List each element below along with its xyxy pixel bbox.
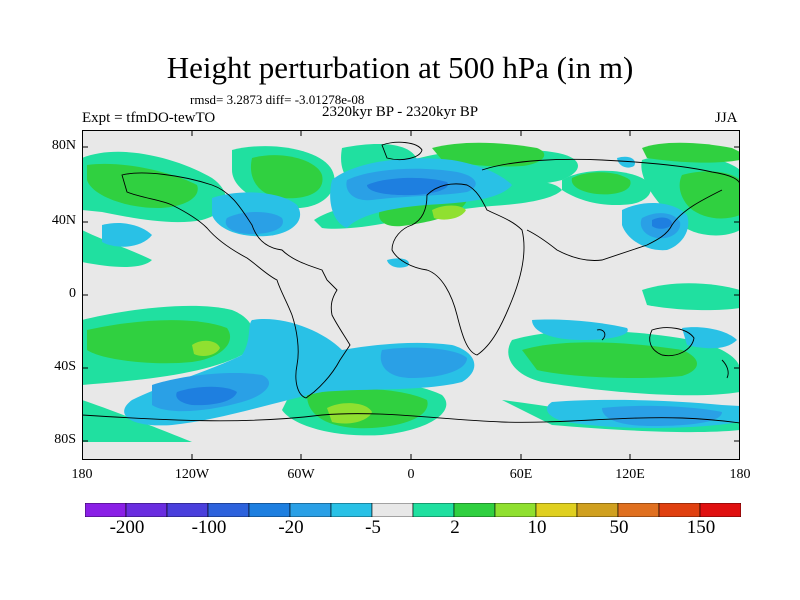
colorbar-swatch [535,503,578,517]
lon-label-0: 0 [407,467,415,482]
colorbar-label: 2 [450,517,460,538]
lon-label-120w: 120W [174,467,210,482]
colorbar-label: 10 [527,517,547,538]
colorbar-swatch [576,503,619,517]
colorbar-label: -20 [278,517,304,538]
lat-label-80s: 80S [54,432,76,447]
lon-label-60e: 60E [509,467,533,482]
lon-label-180e: 180 [729,467,751,482]
stats-line: rmsd= 3.2873 diff= -3.01278e-08 [190,92,365,107]
colorbar-swatch [330,503,373,517]
colorbar-swatch [494,503,537,517]
colorbar-label: -100 [191,517,227,538]
experiment-label: Expt = tfmDO-tewTO [82,110,216,126]
lon-label-120e: 120E [615,467,645,482]
colorbar-swatch [699,503,741,517]
coastlines [82,141,740,424]
sh-deepblue-patterns [176,386,237,406]
lon-label-180w: 180 [71,467,93,482]
nh-yellowgreen-patterns [432,205,466,220]
lon-label-60w: 60W [287,467,315,482]
colorbar-swatch [617,503,660,517]
period-label: 2320kyr BP - 2320kyr BP [322,104,479,120]
lat-label-eq: 0 [69,286,76,301]
lat-label-40n: 40N [51,213,76,228]
colorbar-label: 50 [609,517,629,538]
colorbar [85,503,741,517]
lon-ticks [191,130,631,460]
nh-deepblue-patterns [367,177,672,229]
height-perturbation-map [82,130,740,460]
colorbar-swatch [85,503,127,517]
season-label: JJA [715,110,738,126]
colorbar-swatch [166,503,209,517]
lat-label-80n: 80N [51,138,76,153]
colorbar-swatch [125,503,168,517]
colorbar-label: -200 [109,517,145,538]
colorbar-swatch [412,503,455,517]
lat-ticks [82,146,740,442]
colorbar-label: -5 [365,517,381,538]
chart-title: Height perturbation at 500 hPa (in m) [166,50,634,85]
colorbar-swatch [453,503,496,517]
colorbar-swatch [248,503,291,517]
colorbar-label: 150 [686,517,716,538]
colorbar-swatch [658,503,701,517]
colorbar-swatch [371,503,414,517]
colorbar-swatch [207,503,250,517]
lat-label-40s: 40S [54,359,76,374]
colorbar-swatch [289,503,332,517]
